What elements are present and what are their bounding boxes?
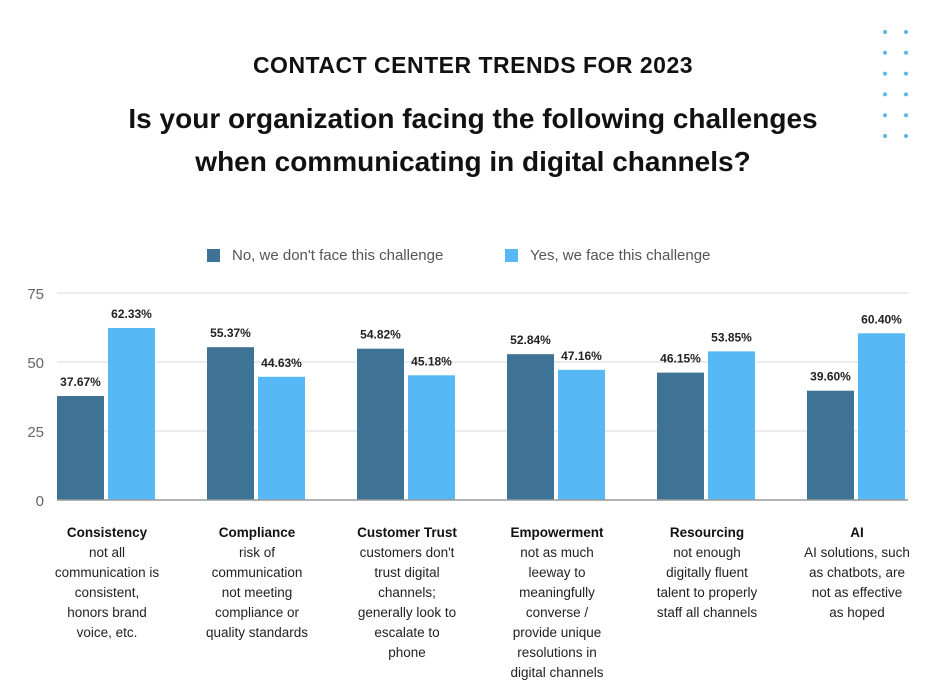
bar-no [657, 372, 704, 500]
data-label: 53.85% [711, 330, 752, 344]
dot [883, 30, 887, 34]
legend-item-no: No, we don't face this challenge [207, 247, 443, 264]
category-name: Customer Trust [357, 525, 457, 540]
dot [904, 134, 908, 138]
data-label: 37.67% [60, 375, 101, 389]
bar-yes [558, 369, 605, 500]
bar-no [207, 347, 254, 500]
category-label: Compliance risk of communication not meet… [182, 523, 332, 643]
title-line-1: Is your organization facing the followin… [128, 103, 818, 134]
y-tick-label: 75 [27, 286, 44, 303]
dot [904, 71, 908, 76]
category-description: not enough digitally fluent talent to pr… [656, 545, 758, 620]
data-label: 45.18% [411, 354, 452, 368]
category-name: Compliance [218, 525, 296, 540]
data-label: 47.16% [561, 349, 602, 363]
bar-no [807, 390, 854, 500]
dot-grid-decoration [883, 30, 908, 138]
data-label: 52.84% [510, 333, 551, 347]
data-label: 55.37% [210, 326, 251, 340]
bar-yes [708, 351, 755, 500]
dot [883, 113, 887, 118]
data-label: 60.40% [861, 312, 902, 326]
chart-kicker: CONTACT CENTER TRENDS FOR 2023 [252, 52, 694, 78]
dot [904, 92, 908, 97]
dot [904, 30, 908, 34]
category-name: AI [850, 525, 864, 540]
dot [883, 92, 887, 97]
data-label: 62.33% [111, 307, 152, 321]
bar-yes [858, 333, 905, 500]
y-tick-label: 50 [27, 355, 44, 372]
category-label: Empowerment not as much leeway to meaning… [482, 523, 632, 683]
bar-yes [408, 375, 455, 500]
category-label: AI AI solutions, such as chatbots, are no… [782, 523, 932, 623]
category-name: Resourcing [669, 525, 745, 540]
bar-yes [258, 376, 305, 500]
category-description: customers don't trust digital channels; … [357, 545, 457, 660]
dot [904, 113, 908, 118]
title-line-2: when communicating in digital channels? [195, 146, 751, 177]
dot [883, 71, 887, 76]
legend-label-yes: Yes, we face this challenge [530, 247, 711, 264]
legend-swatch-yes [505, 249, 518, 262]
legend-item-yes: Yes, we face this challenge [505, 247, 710, 264]
category-name: Consistency [66, 525, 148, 540]
y-tick-label: 25 [27, 424, 44, 441]
category-label: Resourcing not enough digitally fluent ta… [632, 523, 782, 623]
category-description: AI solutions, such as chatbots, are not … [804, 545, 910, 620]
category-label: Consistency not all communication is cons… [32, 523, 182, 643]
dot [904, 50, 908, 55]
category-name: Empowerment [510, 525, 604, 540]
dot [883, 134, 887, 138]
data-label: 39.60% [810, 370, 851, 384]
bar-no [57, 396, 104, 500]
legend-label-no: No, we don't face this challenge [232, 247, 444, 264]
y-tick-label: 0 [36, 493, 44, 510]
category-description: not as much leeway to meaningfully conve… [510, 545, 604, 680]
dot [883, 50, 887, 55]
category-label: Customer Trust customers don't trust digi… [332, 523, 482, 663]
bar-yes [108, 327, 155, 500]
data-label: 46.15% [660, 352, 701, 366]
data-label: 44.63% [261, 356, 302, 370]
bar-no [507, 354, 554, 500]
legend-swatch-no [207, 249, 220, 262]
bar-no [357, 348, 404, 500]
category-description: not all communication is consistent, hon… [54, 545, 160, 640]
data-label: 54.82% [360, 328, 401, 342]
category-description: risk of communication not meeting compli… [205, 545, 309, 640]
chart-title: Is your organization facing the followin… [0, 97, 946, 183]
